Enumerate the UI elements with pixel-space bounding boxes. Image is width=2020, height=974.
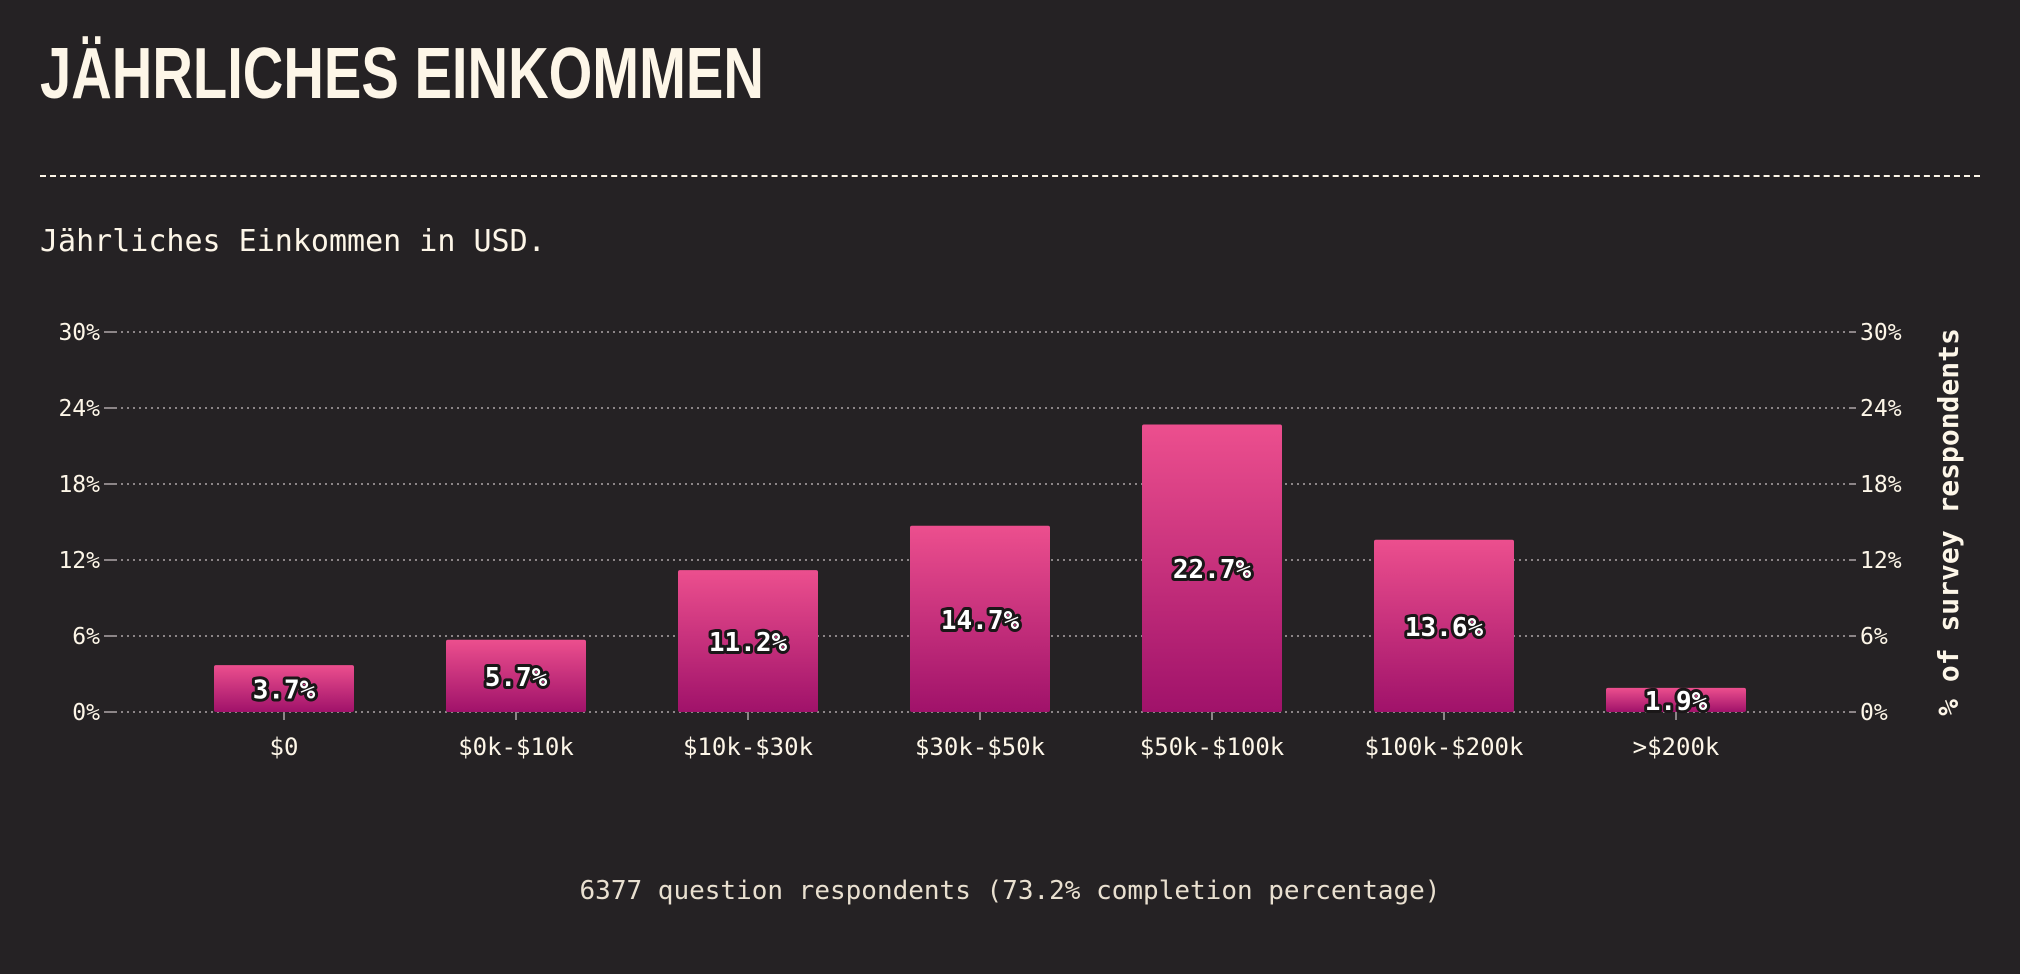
- x-tick-label: $0k-$10k: [458, 733, 574, 761]
- bar: [910, 525, 1050, 712]
- y-tick-label-left: 30%: [58, 320, 100, 346]
- y-tick-label-right: 30%: [1860, 320, 1902, 346]
- bar: [446, 639, 586, 712]
- x-tick-label: $100k-$200k: [1365, 733, 1524, 761]
- y-tick-label-left: 24%: [58, 396, 100, 422]
- y-axis-title: % of survey respondents: [1932, 328, 1965, 716]
- bars: 3.7% 5.7%11.2%14.7%22.7%13.6%1.9%: [214, 424, 1746, 720]
- bar: [1606, 687, 1746, 712]
- x-tick-label: $10k-$30k: [683, 733, 814, 761]
- y-tick-label-right: 6%: [1860, 624, 1888, 650]
- bar: [1142, 424, 1282, 712]
- y-tick-label-right: 0%: [1860, 700, 1888, 726]
- bar-chart: 0% 6% 12% 18% 24% 30% 0% 6% 12% 18% 24% 30% 3.7% 5.…: [58, 320, 1965, 761]
- x-tick-label: $30k-$50k: [915, 733, 1046, 761]
- bar-value-label: 14.7%: [941, 606, 1020, 636]
- y-tick-label-left: 18%: [58, 472, 100, 498]
- bar: [1374, 539, 1514, 712]
- bar-value-label: 22.7%: [1173, 555, 1252, 585]
- bar: [678, 570, 818, 712]
- x-tick-label: >$200k: [1633, 733, 1720, 761]
- chart-subtitle: Jährliches Einkommen in USD.: [40, 224, 546, 259]
- x-tick-label: $50k-$100k: [1140, 733, 1285, 761]
- bar-value-label: 13.6%: [1405, 613, 1484, 643]
- bar-value-label: 3.7%: [253, 676, 316, 706]
- respondents-note: 6377 question respondents (73.2% complet…: [579, 876, 1441, 906]
- x-axis: $0 $0k-$10k $10k-$30k $30k-$50k $50k-$100k $1…: [270, 712, 1720, 761]
- y-tick-label-left: 6%: [72, 624, 100, 650]
- title-divider: [40, 175, 1980, 177]
- y-tick-label-left: 0%: [72, 700, 100, 726]
- y-tick-label-right: 18%: [1860, 472, 1902, 498]
- y-tick-label-right: 12%: [1860, 548, 1902, 574]
- bar: [214, 665, 354, 712]
- right-y-axis: 0% 6% 12% 18% 24% 30%: [1850, 320, 1902, 726]
- x-tick-label: $0: [270, 733, 299, 761]
- y-tick-label-right: 24%: [1860, 396, 1902, 422]
- page-title: JÄHRLICHES EINKOMMEN: [40, 34, 764, 114]
- bar-value-label: 5.7%: [485, 663, 548, 693]
- gridlines: [115, 331, 1850, 713]
- y-tick-label-left: 12%: [58, 548, 100, 574]
- left-y-axis: 0% 6% 12% 18% 24% 30%: [58, 320, 115, 726]
- bar-value-label: 11.2%: [709, 628, 788, 658]
